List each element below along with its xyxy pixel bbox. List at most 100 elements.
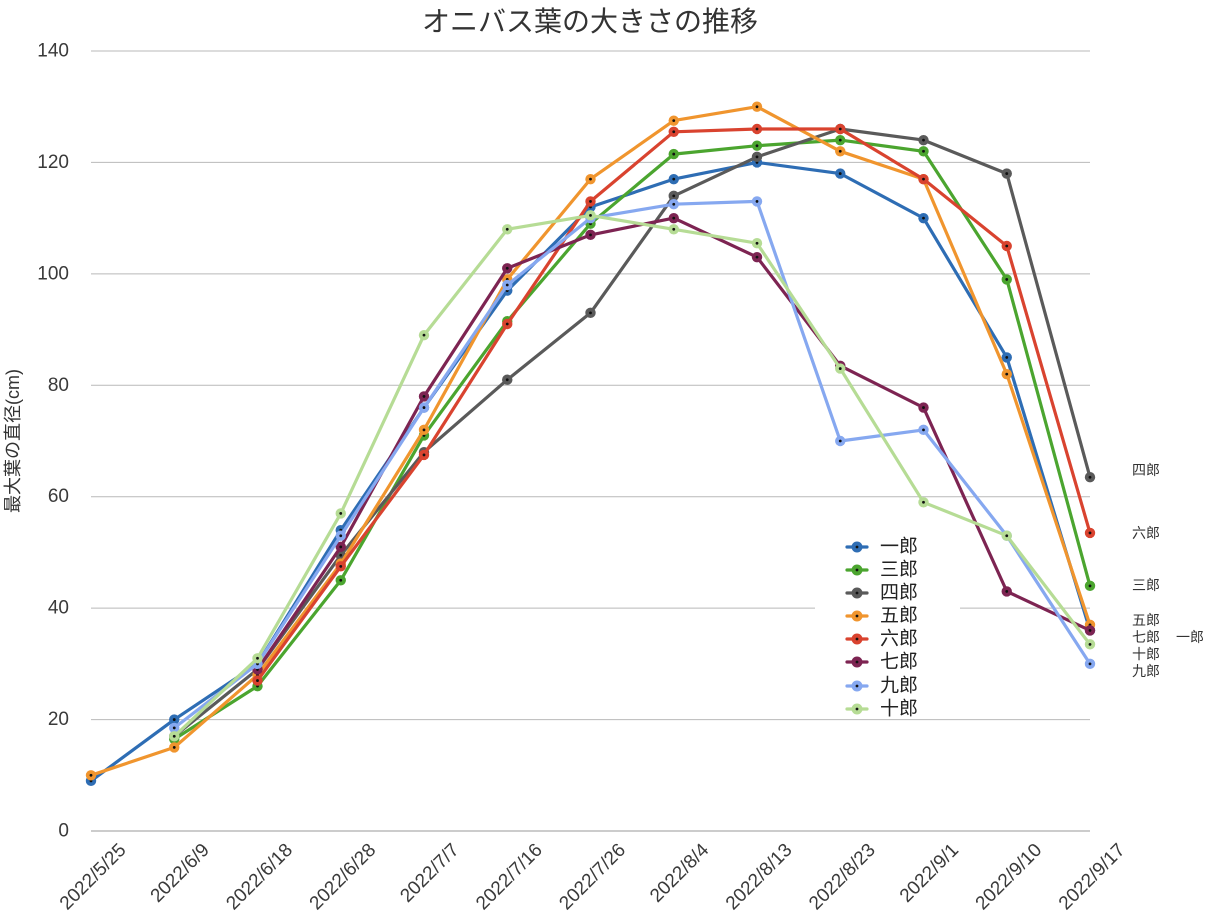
gridlines bbox=[91, 50, 1090, 832]
data-point-dot bbox=[922, 428, 925, 432]
legend-marker-dot bbox=[855, 684, 859, 688]
data-point-dot bbox=[589, 213, 592, 217]
legend-marker-dot bbox=[855, 614, 859, 618]
legend-label: 七郎 bbox=[880, 651, 918, 673]
data-point bbox=[1084, 639, 1096, 650]
data-point-dot bbox=[755, 200, 759, 203]
data-point-dot bbox=[505, 378, 509, 382]
data-point-dot bbox=[838, 127, 842, 131]
data-point-dot bbox=[755, 127, 759, 131]
data-point-dot bbox=[589, 200, 592, 203]
data-point bbox=[751, 123, 763, 135]
data-point-dot bbox=[672, 119, 676, 123]
legend-label: 三郎 bbox=[880, 559, 918, 581]
data-point bbox=[335, 530, 346, 541]
series-line bbox=[172, 138, 1092, 741]
legend-item: 六郎 bbox=[845, 628, 918, 650]
data-point-dot bbox=[1005, 372, 1009, 376]
data-point bbox=[835, 146, 846, 157]
data-point bbox=[918, 173, 929, 185]
data-point bbox=[1001, 168, 1012, 179]
data-point-dot bbox=[1088, 475, 1092, 479]
legend-marker-dot bbox=[855, 707, 859, 711]
legend-label: 四郎 bbox=[880, 582, 918, 604]
end-label: 六郎 bbox=[1132, 525, 1160, 541]
series-end-labels: 四郎 六郎 三郎 五郎 七郎 一郎 十郎 九郎 bbox=[1132, 462, 1204, 679]
series-5 bbox=[252, 123, 1096, 686]
legend-item: 五郎 bbox=[845, 605, 918, 627]
data-point bbox=[1001, 240, 1012, 252]
legend-item: 三郎 bbox=[845, 559, 918, 581]
y-tick-label: 80 bbox=[48, 375, 69, 396]
data-point bbox=[668, 190, 679, 202]
data-point bbox=[418, 329, 430, 341]
y-tick-label: 120 bbox=[37, 152, 69, 173]
data-point-dot bbox=[672, 130, 676, 134]
legend-label: 六郎 bbox=[880, 628, 918, 650]
data-point-dot bbox=[1005, 356, 1009, 359]
data-point bbox=[169, 742, 180, 753]
data-point bbox=[751, 238, 763, 249]
data-point bbox=[835, 435, 846, 447]
end-label: 九郎 bbox=[1132, 663, 1160, 679]
data-point-dot bbox=[1005, 278, 1009, 281]
data-point bbox=[502, 224, 513, 235]
data-point bbox=[668, 173, 679, 185]
data-point bbox=[502, 374, 513, 385]
data-point bbox=[502, 279, 513, 291]
data-point bbox=[918, 424, 929, 436]
legend-marker-dot bbox=[855, 545, 859, 549]
data-point bbox=[85, 770, 97, 781]
data-point bbox=[918, 402, 929, 413]
data-point-dot bbox=[672, 194, 676, 198]
data-point-dot bbox=[505, 227, 509, 231]
data-point bbox=[835, 363, 846, 374]
data-point bbox=[335, 575, 346, 586]
data-point bbox=[668, 212, 679, 224]
end-label: 四郎 bbox=[1132, 462, 1160, 478]
data-point-dot bbox=[1088, 629, 1092, 632]
data-point bbox=[1084, 625, 1096, 636]
legend-item: 七郎 bbox=[845, 651, 918, 673]
data-point bbox=[1084, 527, 1096, 539]
data-point-dot bbox=[339, 545, 343, 549]
data-point bbox=[751, 196, 763, 207]
end-label: 七郎 bbox=[1132, 629, 1160, 645]
data-point-dot bbox=[339, 512, 343, 515]
legend-label: 一郎 bbox=[880, 536, 918, 558]
data-point-dot bbox=[755, 155, 759, 159]
data-point-dot bbox=[672, 216, 676, 220]
data-point bbox=[418, 449, 430, 461]
data-point-dot bbox=[422, 333, 426, 337]
data-point bbox=[585, 210, 596, 221]
data-point-dot bbox=[172, 718, 176, 721]
y-axis-ticks: 0 20 40 60 80 100 120 140 bbox=[37, 41, 69, 842]
data-point-dot bbox=[505, 283, 509, 287]
data-point bbox=[502, 263, 513, 274]
data-point-dot bbox=[589, 233, 592, 237]
data-point-dot bbox=[339, 553, 343, 557]
data-point bbox=[335, 561, 346, 572]
data-point-dot bbox=[1005, 172, 1009, 175]
data-point-dot bbox=[422, 406, 426, 409]
data-point bbox=[751, 151, 763, 163]
data-point bbox=[1084, 472, 1096, 483]
data-point-dot bbox=[838, 367, 842, 370]
data-point bbox=[585, 307, 596, 319]
legend-label: 九郎 bbox=[880, 675, 918, 697]
data-point-dot bbox=[672, 152, 676, 156]
data-point-dot bbox=[838, 172, 842, 175]
data-point-dot bbox=[339, 534, 343, 538]
legend-label: 五郎 bbox=[880, 605, 918, 627]
data-point bbox=[1001, 586, 1012, 597]
data-point bbox=[335, 508, 346, 519]
data-point-dot bbox=[922, 149, 925, 153]
data-point bbox=[835, 134, 846, 146]
data-point-dot bbox=[505, 266, 509, 270]
data-point bbox=[835, 168, 846, 179]
data-point bbox=[502, 318, 513, 330]
data-point-dot bbox=[256, 656, 259, 660]
data-point-dot bbox=[1088, 584, 1092, 588]
data-point-dot bbox=[422, 428, 426, 432]
